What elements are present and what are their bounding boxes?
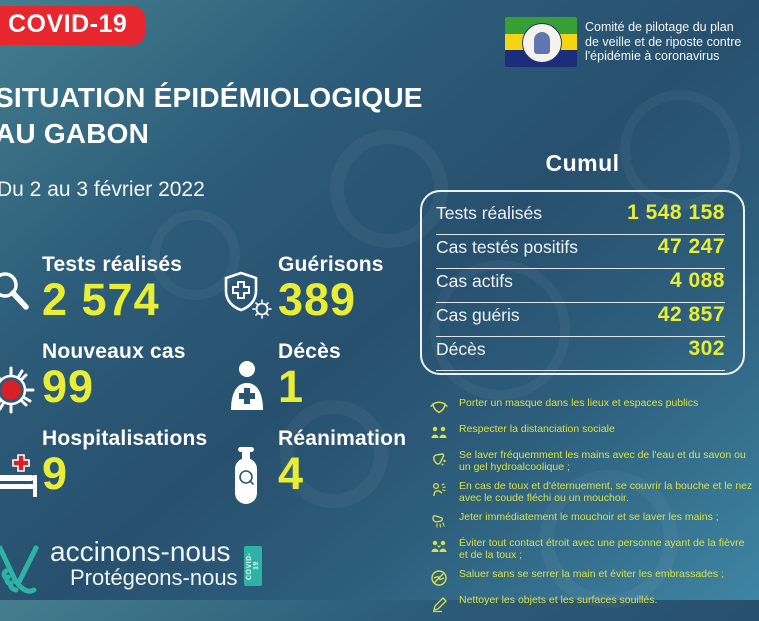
cumul-label: Cas guéris	[436, 305, 520, 325]
vaccination-campaign-logo: accinons-nous Protégeons-nous COVID-19	[0, 538, 262, 600]
measure-item: Respecter la distanciation sociale	[428, 423, 754, 442]
committee-logo-group: Comité de pilotage du plan de veille et …	[505, 17, 741, 67]
stat-label: Hospitalisations	[42, 427, 208, 450]
measure-item: Jeter immédiatement le mouchoir et se la…	[428, 511, 754, 530]
prevention-measures-list: Porter un masque dans les lieux et espac…	[428, 397, 754, 621]
cumul-value: 302	[688, 337, 725, 360]
measure-text: Saluer sans se serrer la main et éviter …	[459, 568, 724, 580]
report-date: Du 2 au 3 février 2022	[0, 178, 205, 201]
committee-line: de veille et de riposte contre	[585, 34, 742, 49]
cumul-label: Tests réalisés	[436, 203, 543, 223]
cumul-row: Cas guéris 42 857	[436, 303, 725, 337]
campaign-line-2: Protégeons-nous	[70, 565, 238, 590]
title-line-1: SITUATION ÉPIDÉMIOLOGIQUE	[0, 82, 423, 113]
stat-guerisons: Guérisons 389	[222, 253, 522, 340]
measure-text: Nettoyer les objets et les surfaces soui…	[459, 594, 658, 606]
victory-hand-v-icon	[0, 545, 39, 594]
cumul-panel: Tests réalisés 1 548 158 Cas testés posi…	[420, 190, 745, 375]
stat-value: 1	[278, 361, 305, 412]
hand-wash-icon	[433, 453, 446, 466]
measure-text: Se laver fréquemment les mains avec de l…	[459, 449, 746, 473]
cumul-value: 4 088	[669, 269, 725, 292]
virus-icon	[0, 356, 42, 418]
stat-label: Guérisons	[278, 253, 384, 276]
cough-elbow-icon	[432, 482, 447, 497]
measure-text: Porter un masque dans les lieux et espac…	[459, 397, 699, 409]
stat-value: 2 574	[42, 274, 160, 325]
cumul-row: Cas actifs 4 088	[436, 269, 725, 303]
stat-value: 4	[278, 448, 305, 499]
stat-deces: Décès 1	[222, 340, 522, 427]
stat-label: Réanimation	[278, 427, 407, 450]
campaign-covid-tag: COVID-19	[243, 546, 262, 586]
stat-reanimation: Réanimation 4	[222, 427, 522, 514]
committee-text: Comité de pilotage du plan de veille et …	[585, 20, 741, 64]
measure-text: Jeter immédiatement le mouchoir et se la…	[459, 511, 719, 523]
stat-value: 389	[278, 274, 357, 325]
measure-item: Saluer sans se serrer la main et éviter …	[428, 568, 754, 587]
measure-text: Respecter la distanciation sociale	[459, 423, 615, 435]
title-line-2: AU GABON	[0, 118, 150, 149]
throw-tissue-icon	[432, 515, 445, 528]
covid-19-badge-label: COVID-19	[8, 10, 128, 38]
campaign-line-1: accinons-nous	[50, 536, 231, 567]
stat-nouveaux-cas: Nouveaux cas 99	[0, 340, 222, 427]
measure-item: Nettoyer les objets et les surfaces soui…	[428, 594, 754, 613]
stat-value: 99	[42, 361, 95, 412]
cumul-row: Décès 302	[436, 337, 725, 371]
magnifier-icon	[0, 269, 42, 317]
cumul-label: Cas testés positifs	[436, 237, 578, 257]
social-distancing-icon	[431, 426, 447, 438]
oxygen-tank-icon	[222, 443, 272, 507]
measure-text: En cas de toux et d'éternuement, se couv…	[459, 480, 753, 504]
committee-line: Comité de pilotage du plan	[585, 20, 734, 35]
cumul-row: Tests réalisés 1 548 158	[436, 201, 725, 235]
committee-line: l'épidémie à coronavirus	[585, 49, 720, 64]
hospital-bed-icon	[0, 443, 42, 501]
cumul-value: 47 247	[657, 235, 725, 258]
shield-cross-virus-icon	[222, 269, 272, 319]
cumul-title: Cumul	[545, 150, 620, 176]
cumul-value: 42 857	[657, 303, 725, 326]
stat-label: Décès	[278, 340, 341, 363]
cumul-label: Décès	[436, 339, 486, 359]
stat-tests-realises: Tests réalisés 2 574	[0, 253, 222, 340]
daily-stats: Tests réalisés 2 574 Guérisons 389	[0, 253, 522, 514]
stat-hospitalisations: Hospitalisations 9	[0, 427, 222, 514]
cumul-label: Cas actifs	[436, 271, 513, 291]
cumul-value: 1 548 158	[627, 201, 725, 224]
measure-item: Éviter tout contact étroit avec une pers…	[428, 537, 754, 561]
person-cross-icon	[222, 356, 272, 410]
gabon-flag-logo	[505, 17, 577, 67]
mask-icon	[430, 401, 448, 414]
cumul-row: Cas testés positifs 47 247	[436, 235, 725, 269]
clean-surfaces-icon	[433, 597, 447, 613]
stat-value: 9	[42, 448, 69, 499]
covid-19-badge: COVID-19	[0, 6, 146, 45]
measure-item: Se laver fréquemment les mains avec de l…	[428, 449, 754, 473]
stat-label: Tests réalisés	[42, 253, 183, 276]
campaign-text: accinons-nous Protégeons-nous	[50, 538, 238, 590]
stat-label: Nouveaux cas	[42, 340, 186, 363]
measure-item: Porter un masque dans les lieux et espac…	[428, 397, 754, 416]
gabon-seal-icon	[522, 23, 562, 63]
measure-text: Éviter tout contact étroit avec une pers…	[459, 537, 745, 561]
no-handshake-icon	[431, 570, 447, 586]
avoid-contact-icon	[431, 540, 447, 552]
measure-item: En cas de toux et d'éternuement, se couv…	[428, 480, 754, 504]
page-title: SITUATION ÉPIDÉMIOLOGIQUE AU GABON	[0, 80, 423, 152]
